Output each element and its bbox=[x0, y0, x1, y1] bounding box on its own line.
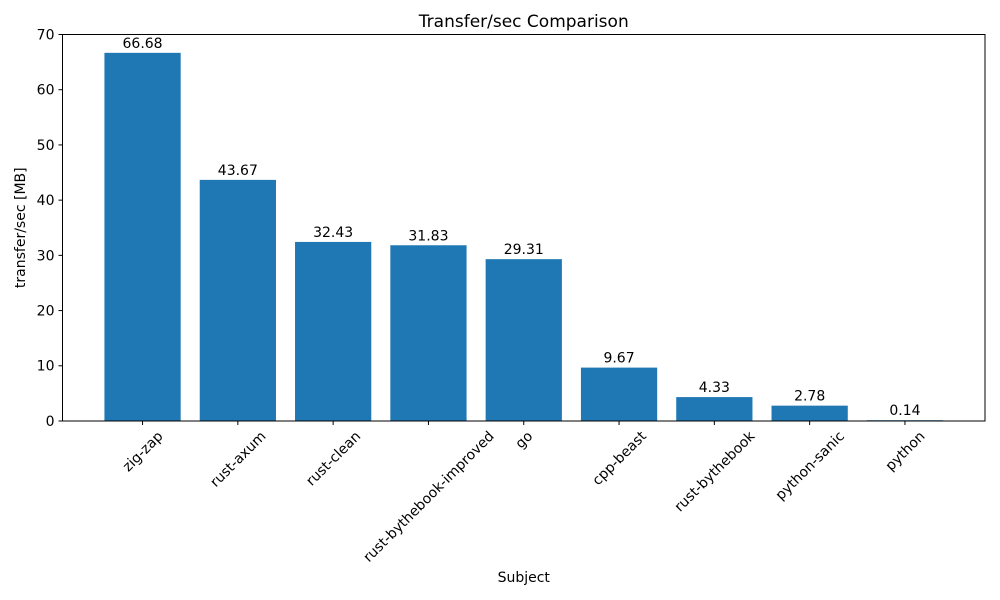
x-tick-label: rust-clean bbox=[303, 428, 364, 489]
y-tick-label: 20 bbox=[37, 303, 55, 319]
x-tick-label: cpp-beast bbox=[589, 428, 650, 489]
bar-python-sanic bbox=[771, 405, 848, 421]
y-tick-label: 0 bbox=[46, 414, 55, 430]
bar-zig-zap bbox=[104, 52, 181, 421]
y-tick-label: 10 bbox=[37, 359, 55, 375]
y-tick-label: 30 bbox=[37, 248, 55, 264]
bar-value-label: 29.31 bbox=[504, 242, 544, 258]
y-tick-label: 60 bbox=[37, 83, 55, 99]
bar-value-label: 31.83 bbox=[408, 228, 448, 244]
bar-rust-clean bbox=[295, 241, 372, 421]
bar-value-label: 66.68 bbox=[123, 36, 163, 52]
bar-rust-axum bbox=[199, 179, 276, 421]
x-tick-label: rust-axum bbox=[207, 428, 269, 490]
bars-group bbox=[104, 52, 944, 422]
axis-ticks-group bbox=[58, 34, 906, 425]
axes-spines bbox=[62, 34, 986, 422]
x-axis-label: Subject bbox=[498, 570, 551, 586]
bar-value-label: 32.43 bbox=[313, 225, 353, 241]
bar-value-label: 9.67 bbox=[603, 351, 634, 367]
chart-title: Transfer/sec Comparison bbox=[418, 12, 629, 32]
x-tick-label: rust-bythebook bbox=[672, 428, 759, 515]
y-tick-label: 70 bbox=[37, 27, 55, 43]
y-tick-label: 40 bbox=[37, 193, 55, 209]
x-tick-label: python-sanic bbox=[773, 428, 848, 503]
bar-value-label: 4.33 bbox=[699, 380, 730, 396]
bar-value-label: 43.67 bbox=[218, 163, 258, 179]
x-tick-label: zig-zap bbox=[120, 428, 167, 475]
y-tick-label: 50 bbox=[37, 138, 55, 154]
bar-cpp-beast bbox=[580, 367, 658, 421]
x-tick-label: python bbox=[883, 428, 929, 474]
y-axis-label: transfer/sec [MB] bbox=[13, 167, 29, 288]
x-tick-label: go bbox=[513, 428, 537, 452]
bar-value-label: 0.14 bbox=[889, 403, 920, 419]
x-tick-label: rust-bythebook-improved bbox=[360, 428, 497, 565]
bar-rust-bythebook bbox=[676, 397, 753, 421]
bar-rust-bythebook-improved bbox=[390, 245, 467, 421]
bar-go bbox=[485, 259, 562, 421]
bar-value-label: 2.78 bbox=[794, 389, 825, 405]
